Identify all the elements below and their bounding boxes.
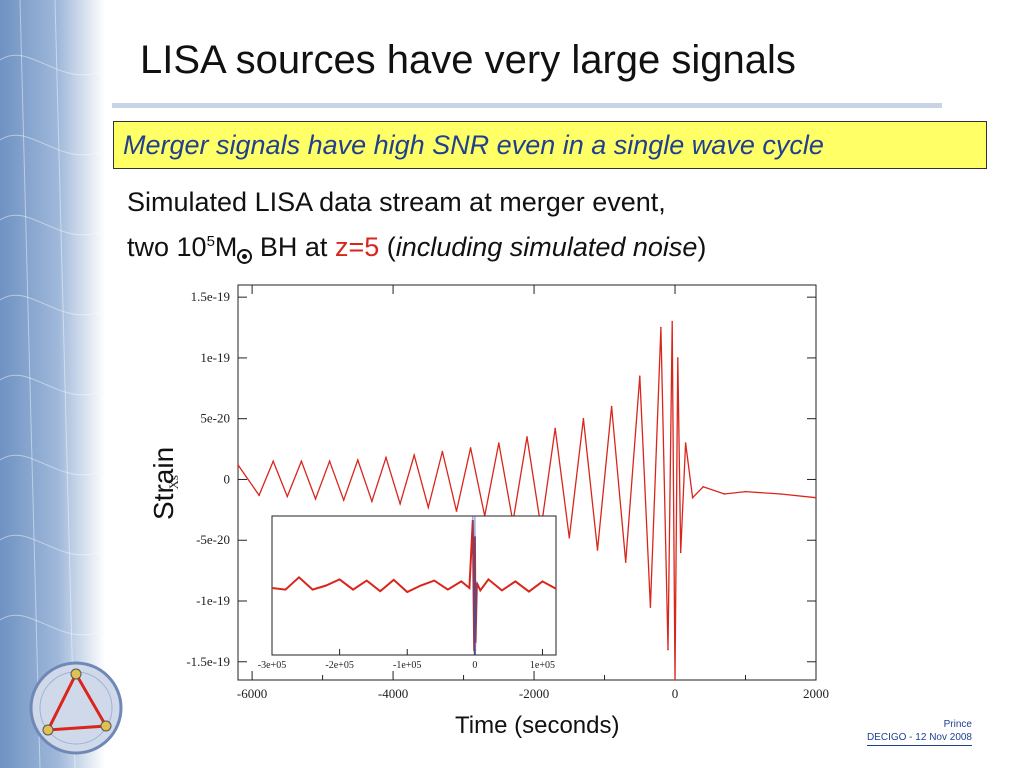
strain-point	[357, 459, 359, 461]
x-tick-label: -4000	[378, 686, 408, 701]
strain-point	[469, 447, 472, 449]
x-axis-label: Time (seconds)	[455, 712, 620, 739]
y-tick-label: -1.5e-19	[186, 654, 230, 669]
inset-x-tick-label: -3e+05	[258, 660, 286, 671]
strain-point	[568, 537, 571, 539]
strain-point	[286, 495, 289, 498]
strain-point	[660, 326, 662, 329]
main-tick-labels: -6000 -4000 -2000 0 2000 1.5e-19 1e-19 5e-20 0 -5…	[186, 289, 829, 701]
x-tick-label: -2000	[519, 686, 549, 701]
main-plot-frame	[237, 284, 817, 681]
strain-point	[399, 503, 401, 505]
footer-author: Prince	[943, 719, 972, 730]
strain-point	[385, 456, 387, 459]
inset-series-line	[271, 520, 557, 651]
strain-point	[272, 460, 274, 462]
strain-point	[691, 496, 694, 499]
description-part-a: two 10	[127, 232, 207, 262]
strain-point	[677, 357, 679, 359]
x-tick-label: 2000	[803, 686, 829, 701]
strain-point	[526, 436, 528, 438]
strain-point	[300, 460, 303, 462]
strain-point	[639, 375, 641, 377]
description-italic: including simulated noise	[395, 232, 698, 262]
slide-title: LISA sources have very large signals	[140, 38, 796, 82]
strain-point	[554, 427, 556, 430]
strain-point	[427, 506, 430, 509]
strain-point	[314, 498, 317, 500]
strain-chart: -6000 -4000 -2000 0 2000 1.5e-19 1e-19 5e-20 0 -5…	[166, 284, 829, 701]
inner-y-axis-label: Xs	[166, 475, 181, 489]
title-divider	[112, 103, 942, 108]
y-tick-label: -5e-20	[196, 532, 230, 547]
redshift-value: z=5	[334, 232, 380, 262]
inset-x-tick-label: 1e+05	[530, 660, 555, 671]
strain-point	[342, 499, 345, 501]
strain-point	[723, 493, 726, 495]
y-tick-label: 0	[224, 471, 231, 486]
strain-point	[674, 679, 676, 681]
main-ticks	[238, 285, 817, 680]
wave-pattern-icon	[0, 0, 105, 768]
inset-x-tick-label: 0	[472, 660, 477, 671]
y-tick-label: 1e-19	[200, 350, 230, 365]
strain-point	[684, 442, 687, 444]
strain-point	[679, 551, 682, 554]
strain-point	[780, 493, 782, 495]
strain-point	[744, 490, 747, 493]
inset-plot-frame	[271, 515, 557, 656]
description-line-1: Simulated LISA data stream at merger eve…	[127, 187, 666, 217]
strain-point	[702, 486, 704, 488]
description-part-c: BH at	[252, 232, 335, 262]
inset-x-tick-label: -1e+05	[393, 660, 421, 671]
footer: Prince DECIGO - 12 Nov 2008	[866, 718, 972, 746]
strain-point	[610, 405, 613, 408]
strain-point	[455, 510, 458, 512]
x-tick-label: -6000	[237, 686, 267, 701]
description-part-b: M	[214, 232, 238, 262]
solar-mass-symbol-icon	[237, 249, 253, 264]
decorative-side-band	[0, 0, 105, 768]
strain-point	[649, 606, 652, 608]
footer-event: DECIGO - 12 Nov 2008	[866, 731, 972, 746]
strain-point	[371, 500, 373, 503]
strain-point	[815, 496, 817, 499]
inset-series	[271, 515, 557, 656]
strain-point	[667, 648, 669, 651]
strain-point	[582, 417, 585, 420]
x-tick-label: 0	[672, 686, 679, 701]
lisa-logo-icon	[29, 661, 123, 755]
description: Simulated LISA data stream at merger eve…	[127, 183, 706, 267]
strain-point	[624, 561, 627, 563]
inset-tick-labels: -3e+05 -2e+05 -1e+05 0 1e+05	[258, 660, 555, 671]
strain-point	[498, 442, 500, 444]
strain-point	[671, 320, 673, 323]
description-part-e: )	[697, 232, 707, 262]
description-exponent: 5	[206, 233, 215, 250]
strain-point	[237, 464, 239, 466]
y-tick-label: 1.5e-19	[191, 289, 230, 304]
inset-x-tick-label: -2e+05	[325, 660, 353, 671]
y-tick-label: 5e-20	[200, 411, 230, 426]
strain-point	[441, 450, 444, 453]
description-line-2: two 105M BH at z=5 (including simulated …	[127, 222, 706, 267]
subtitle-highlight: Merger signals have high SNR even in a s…	[113, 121, 987, 169]
description-part-d: (	[379, 232, 396, 262]
strain-point	[258, 494, 260, 497]
strain-point	[413, 454, 416, 456]
strain-point	[596, 549, 599, 551]
y-tick-label: -1e-19	[196, 593, 230, 608]
inset-overlay-line	[472, 515, 478, 656]
strain-point	[328, 460, 331, 462]
y-axis-label: Strain	[148, 446, 179, 520]
